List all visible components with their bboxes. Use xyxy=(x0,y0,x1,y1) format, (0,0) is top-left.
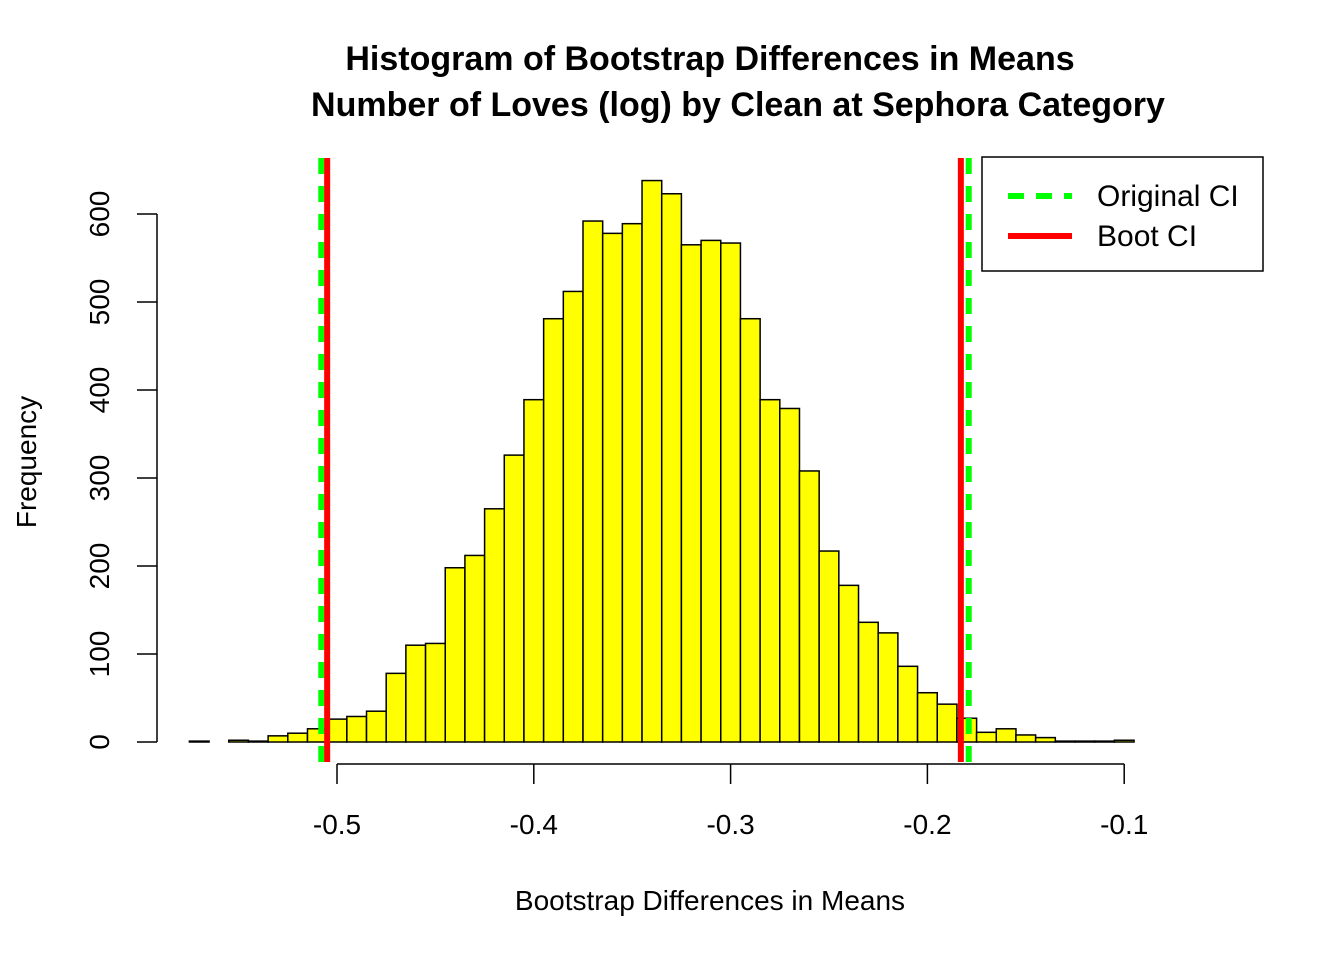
x-tick-label: -0.1 xyxy=(1100,809,1148,840)
y-tick-label: 600 xyxy=(84,191,115,238)
histogram-bar xyxy=(838,584,860,743)
histogram-bar xyxy=(542,317,565,743)
histogram-bar xyxy=(720,242,742,743)
chart-subtitle: Number of Loves (log) by Clean at Sephor… xyxy=(311,86,1165,124)
histogram-bar xyxy=(365,710,387,743)
histogram-bar xyxy=(818,550,840,743)
histogram-bar xyxy=(857,621,879,743)
y-axis-label: Frequency xyxy=(11,396,42,528)
legend-label-boot-ci: Boot CI xyxy=(1097,220,1197,253)
histogram-bar xyxy=(444,567,466,743)
histogram-bar xyxy=(188,740,210,743)
y-tick-label: 0 xyxy=(84,734,115,750)
histogram-bar xyxy=(228,739,250,743)
histogram-bar xyxy=(582,220,604,743)
histogram-bar xyxy=(779,407,801,743)
x-tick-label: -0.2 xyxy=(903,809,951,840)
histogram-bar xyxy=(483,508,506,743)
x-tick-label: -0.5 xyxy=(313,809,361,840)
histogram-bar xyxy=(405,644,427,743)
y-tick-label: 200 xyxy=(84,543,115,590)
histogram-bar xyxy=(877,632,899,743)
x-tick-label: -0.4 xyxy=(510,809,558,840)
histogram-bar xyxy=(287,732,309,743)
histogram-bar xyxy=(700,239,722,743)
y-tick-label: 400 xyxy=(84,367,115,414)
histogram-bar xyxy=(641,179,663,743)
histogram-bar xyxy=(385,672,407,743)
x-axis-label: Bootstrap Differences in Means xyxy=(515,885,905,916)
x-axis: -0.5 -0.4 -0.3 -0.2 -0.1 xyxy=(313,763,1148,840)
histogram-bar xyxy=(1034,736,1057,743)
histogram-bar xyxy=(1113,739,1135,743)
histogram-bar xyxy=(621,222,643,743)
y-tick-label: 300 xyxy=(84,455,115,502)
histogram-bar xyxy=(1074,740,1096,743)
histogram-bar xyxy=(424,642,446,743)
histogram-bar xyxy=(916,691,938,743)
histogram-bar xyxy=(562,290,584,743)
legend-box xyxy=(981,156,1264,272)
histogram-bar xyxy=(247,740,269,743)
histogram-bar xyxy=(1015,734,1037,743)
chart-title: Histogram of Bootstrap Differences in Me… xyxy=(345,40,1074,78)
histogram-bar xyxy=(739,317,761,743)
y-tick-label: 500 xyxy=(84,279,115,326)
histogram-bar xyxy=(523,398,545,743)
legend-label-original-ci: Original CI xyxy=(1097,180,1239,213)
ci-lines xyxy=(318,158,972,762)
histogram-bar xyxy=(601,232,624,743)
histogram-bars xyxy=(188,179,1135,743)
histogram-bar xyxy=(897,665,919,743)
histogram-bar xyxy=(267,735,289,743)
histogram-bar xyxy=(936,703,958,743)
histogram-bar xyxy=(995,728,1017,743)
x-tick-label: -0.3 xyxy=(706,809,754,840)
legend: Original CI Boot CI xyxy=(981,156,1264,272)
y-tick-label: 100 xyxy=(84,631,115,678)
histogram-bar xyxy=(464,554,486,743)
histogram-bar xyxy=(660,193,683,743)
histogram-bar xyxy=(503,454,525,743)
histogram-bar xyxy=(1054,740,1076,743)
histogram-bar xyxy=(346,715,368,743)
histogram-bar xyxy=(798,470,820,743)
y-axis: 0 100 200 300 400 500 600 xyxy=(84,191,158,750)
histogram-bar xyxy=(975,731,998,743)
histogram-bar xyxy=(680,244,702,743)
histogram-bar xyxy=(1093,740,1116,743)
histogram-bar xyxy=(759,398,781,743)
